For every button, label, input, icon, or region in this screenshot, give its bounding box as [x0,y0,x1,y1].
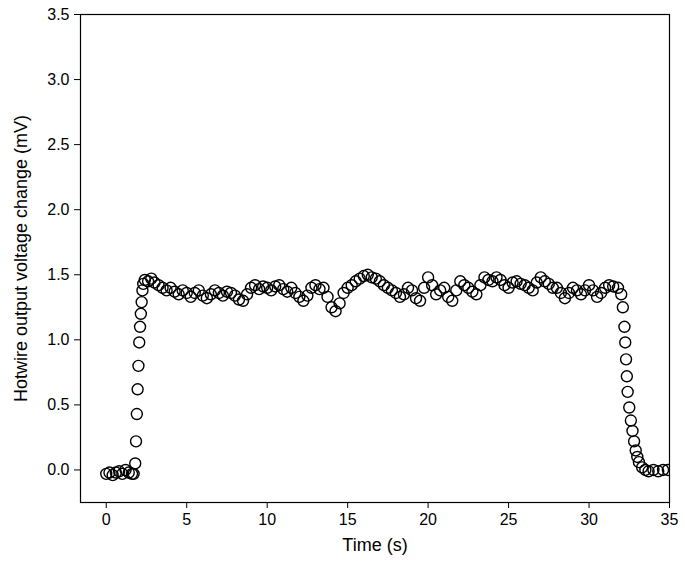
svg-text:0.0: 0.0 [47,461,69,478]
svg-text:15: 15 [339,511,357,528]
svg-text:25: 25 [500,511,518,528]
svg-text:2.5: 2.5 [47,136,69,153]
svg-text:0: 0 [102,511,111,528]
svg-text:30: 30 [580,511,598,528]
svg-text:10: 10 [258,511,276,528]
svg-text:Hotwire output voltage change: Hotwire output voltage change (mV) [11,115,31,402]
svg-text:1.0: 1.0 [47,331,69,348]
svg-text:0.5: 0.5 [47,396,69,413]
svg-text:20: 20 [419,511,437,528]
svg-text:2.0: 2.0 [47,201,69,218]
svg-text:3.0: 3.0 [47,71,69,88]
svg-text:Time (s): Time (s) [342,535,407,555]
svg-text:5: 5 [182,511,191,528]
svg-text:35: 35 [661,511,679,528]
svg-text:3.5: 3.5 [47,6,69,23]
svg-text:1.5: 1.5 [47,266,69,283]
